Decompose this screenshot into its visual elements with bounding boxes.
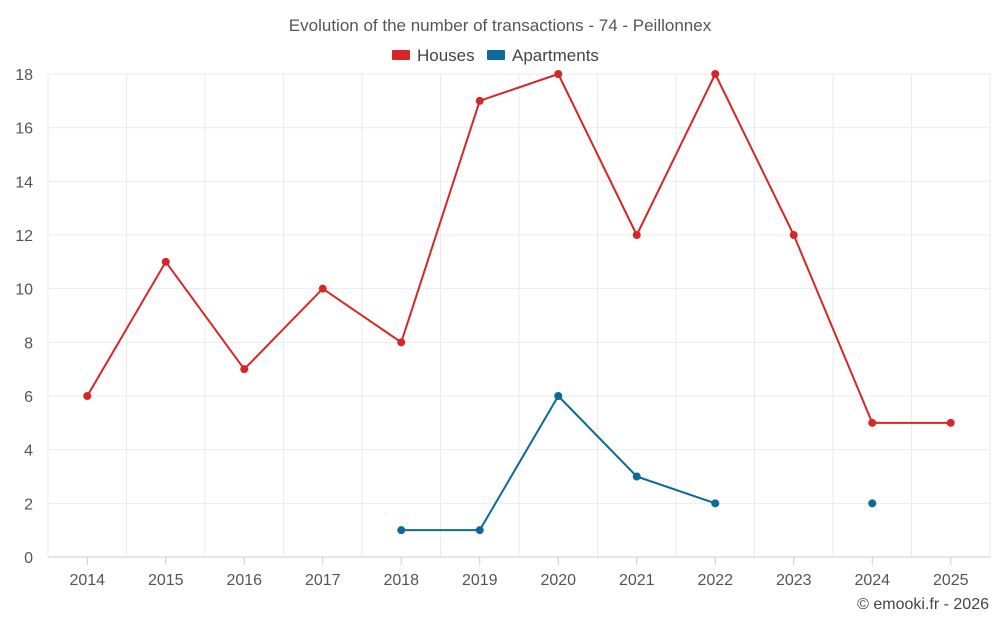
x-axis: 2014 2015 2016 2017 2018 2019 2020 2021 2022 2023… [69,557,969,589]
x-tick-label: 2017 [305,572,341,589]
series-apartments [397,392,877,535]
data-point-apartments[interactable] [632,472,641,481]
series-houses [83,70,955,427]
y-tick-label: 12 [15,228,33,245]
x-tick-label: 2025 [933,572,969,589]
y-tick-label: 8 [24,335,33,352]
data-point-houses[interactable] [711,70,720,78]
data-point-houses[interactable] [868,418,877,427]
data-point-houses[interactable] [632,231,641,239]
y-axis: 0 2 4 6 8 10 12 14 16 18 [15,67,33,567]
y-tick-label: 10 [15,282,33,299]
x-tick-label: 2021 [619,572,655,589]
legend-swatch-houses [392,50,410,60]
y-tick-label: 4 [24,443,33,460]
y-tick-label: 18 [15,67,33,84]
legend: Houses Apartments [392,46,599,65]
data-point-houses[interactable] [475,96,484,105]
grid [47,73,991,558]
x-tick-label: 2023 [776,572,812,589]
data-point-apartments[interactable] [475,526,484,535]
y-tick-label: 2 [24,496,33,513]
series-line-houses [86,73,951,424]
chart-title: Evolution of the number of transactions … [289,16,712,35]
legend-swatch-apartments [487,50,505,60]
data-point-apartments[interactable] [868,499,877,508]
data-point-houses[interactable] [789,231,798,239]
x-tick-label: 2022 [697,572,733,589]
legend-label-apartments[interactable]: Apartments [512,46,599,65]
y-tick-label: 0 [24,550,33,567]
copyright-text: © emooki.fr - 2026 [857,596,989,613]
y-tick-label: 6 [24,389,33,406]
x-tick-label: 2019 [462,572,498,589]
data-point-houses[interactable] [946,418,955,427]
x-tick-label: 2020 [540,572,576,589]
data-point-apartments[interactable] [397,526,406,535]
data-point-houses[interactable] [161,257,170,266]
data-point-houses[interactable] [318,284,327,293]
x-tick-label: 2016 [226,572,262,589]
data-point-apartments[interactable] [554,392,563,400]
series-line-apartments [401,395,716,532]
data-point-houses[interactable] [397,338,406,347]
x-tick-label: 2024 [854,572,890,589]
data-point-apartments[interactable] [711,499,720,508]
y-tick-label: 16 [15,121,33,138]
y-tick-label: 14 [15,174,33,191]
x-tick-label: 2014 [69,572,105,589]
data-point-houses[interactable] [554,70,563,78]
legend-label-houses[interactable]: Houses [417,46,475,65]
x-tick-label: 2015 [148,572,184,589]
x-tick-label: 2018 [383,572,419,589]
series-layer [83,70,955,535]
data-point-houses[interactable] [240,365,249,374]
data-point-houses[interactable] [83,392,92,400]
